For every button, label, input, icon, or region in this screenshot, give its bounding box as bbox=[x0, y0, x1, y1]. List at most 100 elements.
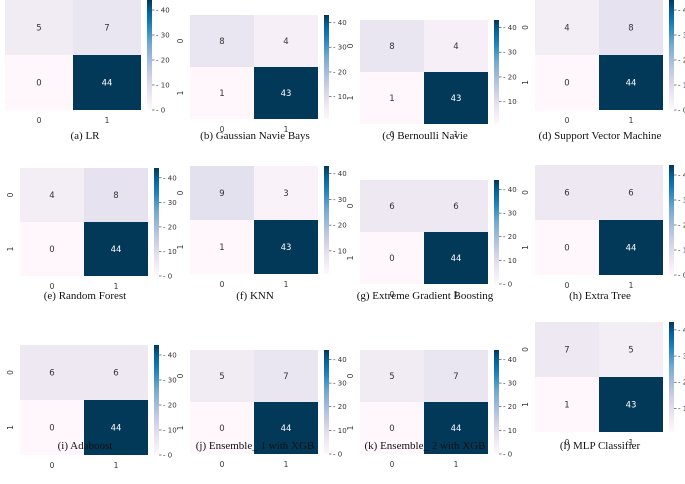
y-tick-label: 1 bbox=[176, 425, 185, 430]
heatmap-cell bbox=[360, 232, 424, 284]
cell-value-label: 5 bbox=[628, 346, 633, 356]
colorbar-tick-label: - 10 bbox=[333, 427, 347, 435]
heatmap-cell bbox=[360, 180, 424, 232]
colorbar-tick-label: - 40 bbox=[678, 326, 685, 334]
heatmap-cell bbox=[254, 67, 318, 119]
cell-value-label: 6 bbox=[564, 189, 569, 199]
heatmap-cell bbox=[535, 55, 599, 110]
subfigure-caption: (b) Gaussian Navie Bays bbox=[200, 130, 310, 142]
subfigure-caption: (f) KNN bbox=[236, 290, 274, 302]
colorbar-tick-label: - 20 bbox=[163, 402, 177, 410]
colorbar-tick-label: - 20 bbox=[678, 379, 685, 387]
confusion-matrix-panel: 8 4 1 43 0 1 0 1 - 10 - 20 - 30 - 40 (c) Bernoulli N… bbox=[340, 10, 517, 170]
subfigure-caption: (d) Support Vector Machine bbox=[538, 130, 662, 142]
confusion-matrix-panel: 6 6 0 44 0 1 0 1 - 0 - 10 - 20 - 30 - 40 (i) Adaboost bbox=[0, 340, 177, 484]
x-tick-label: 0 bbox=[220, 280, 225, 289]
cell-value-label: 4 bbox=[453, 42, 458, 52]
colorbar-tick-label: - 20 bbox=[678, 57, 685, 65]
cell-value-label: 6 bbox=[389, 202, 394, 212]
colorbar bbox=[154, 168, 159, 276]
cell-value-label: 0 bbox=[49, 424, 54, 434]
colorbar-tick-label: - 30 bbox=[156, 32, 170, 40]
confusion-matrix-panel: 7 5 1 43 0 1 0 1 - 10 - 20 - 30 - 40 (l) MLP Classif… bbox=[515, 322, 685, 482]
colorbar-tick-label: - 30 bbox=[333, 380, 347, 388]
cell-value-label: 43 bbox=[281, 89, 292, 99]
colorbar-tick-label: - 10 bbox=[333, 247, 347, 255]
y-tick-label: 1 bbox=[521, 402, 530, 407]
x-tick-label: 1 bbox=[284, 125, 289, 134]
x-tick-label: 1 bbox=[629, 116, 634, 125]
confusion-matrix-panel: 4 8 0 44 0 1 0 1 - 0 - 10 - 20 - 30 - 40 (d) Support … bbox=[515, 0, 685, 160]
confusion-matrix-panel: 8 4 1 43 0 1 0 1 - 10 - 20 - 30 - 40 (b) Gaussian Na… bbox=[170, 5, 347, 165]
y-tick-label: 0 bbox=[346, 373, 355, 378]
heatmap-cell bbox=[599, 165, 663, 220]
colorbar bbox=[154, 345, 159, 455]
cell-value-label: 4 bbox=[49, 191, 54, 201]
cell-value-label: 7 bbox=[564, 346, 569, 356]
colorbar-tick-label: - 0 bbox=[163, 273, 172, 281]
colorbar bbox=[147, 0, 152, 110]
colorbar-tick-label: - 10 bbox=[678, 82, 685, 90]
cell-value-label: 5 bbox=[219, 372, 224, 382]
y-tick-label: 1 bbox=[346, 255, 355, 260]
y-tick-label: 1 bbox=[346, 95, 355, 100]
colorbar-tick-label: - 0 bbox=[678, 272, 685, 280]
heatmap-cell bbox=[599, 220, 663, 275]
colorbar-tick-label: - 30 bbox=[333, 44, 347, 52]
colorbar-tick-label: - 20 bbox=[156, 57, 170, 65]
cell-value-label: 5 bbox=[36, 24, 41, 34]
heatmap-cell bbox=[535, 165, 599, 220]
heatmap-svg: 7 5 1 43 0 1 0 1 - 10 - 20 - 30 - 40 bbox=[521, 322, 685, 447]
y-tick-label: 0 bbox=[6, 192, 15, 197]
heatmap-cell bbox=[73, 55, 141, 110]
heatmap-cell bbox=[254, 220, 318, 274]
colorbar-tick-label: - 30 bbox=[678, 353, 685, 361]
heatmap-cell bbox=[360, 402, 424, 454]
colorbar-tick-label: - 10 bbox=[678, 405, 685, 413]
confusion-matrix-panel: 4 8 0 44 0 1 0 1 - 0 - 10 - 20 - 30 - 40 (e) Random F… bbox=[0, 168, 177, 328]
colorbar-tick-label: - 40 bbox=[333, 19, 347, 27]
cell-value-label: 0 bbox=[49, 245, 54, 255]
cell-value-label: 0 bbox=[389, 424, 394, 434]
subfigure-caption: (k) Ensemble_ 2 with XGB bbox=[364, 440, 486, 452]
heatmap-cell bbox=[599, 322, 663, 377]
cell-value-label: 44 bbox=[626, 79, 637, 89]
heatmap-cell bbox=[190, 15, 254, 67]
x-tick-label: 1 bbox=[454, 460, 459, 469]
x-tick-label: 1 bbox=[454, 130, 459, 139]
x-tick-label: 1 bbox=[105, 116, 110, 125]
subfigure-caption: (j) Ensemble_ 1 with XGB bbox=[195, 440, 315, 452]
colorbar-tick-label: - 40 bbox=[503, 186, 517, 194]
y-tick-label: 0 bbox=[346, 43, 355, 48]
cell-value-label: 8 bbox=[389, 42, 394, 52]
cell-value-label: 7 bbox=[104, 24, 109, 34]
heatmap-cell bbox=[73, 0, 141, 55]
colorbar-tick-label: - 40 bbox=[503, 24, 517, 32]
colorbar-tick-label: - 0 bbox=[503, 451, 512, 459]
heatmap-cell bbox=[360, 72, 424, 124]
colorbar-tick-label: - 20 bbox=[503, 403, 517, 411]
x-tick-label: 1 bbox=[454, 290, 459, 299]
x-tick-label: 1 bbox=[629, 281, 634, 290]
heatmap-cell bbox=[424, 180, 488, 232]
cell-value-label: 44 bbox=[111, 245, 122, 255]
y-tick-label: 1 bbox=[346, 425, 355, 430]
colorbar-tick-label: - 0 bbox=[156, 107, 165, 115]
heatmap-cell bbox=[190, 166, 254, 220]
y-tick-label: 0 bbox=[176, 38, 185, 43]
x-tick-label: 0 bbox=[390, 460, 395, 469]
colorbar bbox=[669, 322, 674, 432]
cell-value-label: 44 bbox=[451, 424, 462, 434]
cell-value-label: 8 bbox=[219, 37, 224, 47]
colorbar bbox=[494, 350, 499, 454]
cell-value-label: 9 bbox=[219, 189, 224, 199]
cell-value-label: 8 bbox=[113, 191, 118, 201]
cell-value-label: 43 bbox=[626, 401, 637, 411]
colorbar-tick-label: - 0 bbox=[503, 281, 512, 289]
y-tick-label: 0 bbox=[176, 190, 185, 195]
colorbar-tick-label: - 30 bbox=[503, 49, 517, 57]
x-tick-label: 0 bbox=[565, 281, 570, 290]
